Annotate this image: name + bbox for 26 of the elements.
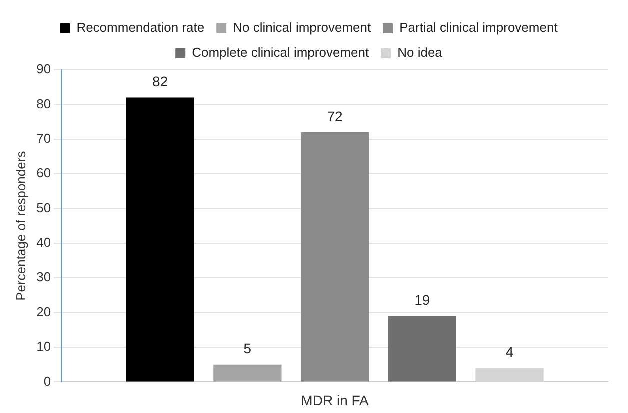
data-label: 4 <box>506 344 514 360</box>
y-tick-label: 40 <box>36 235 52 250</box>
legend-label: No clinical improvement <box>233 20 372 36</box>
bar <box>300 132 370 382</box>
y-axis-title: Percentage of responders <box>13 150 28 301</box>
y-tick-label: 20 <box>36 304 52 320</box>
data-label: 19 <box>414 292 430 308</box>
x-tick-label: MDR in FA <box>301 392 370 408</box>
y-tick-label: 80 <box>36 96 52 112</box>
bar <box>126 98 194 382</box>
legend-label: Recommendation rate <box>76 20 205 36</box>
y-tick-label: 10 <box>36 339 52 354</box>
bar <box>214 364 282 382</box>
y-tick-label: 70 <box>36 130 52 146</box>
legend-label: Complete clinical improvement <box>192 45 370 60</box>
y-tick-label: 90 <box>36 62 52 77</box>
data-label: 72 <box>327 108 344 124</box>
y-tick-label: 30 <box>36 270 52 285</box>
bar <box>388 316 456 382</box>
y-tick-label: 50 <box>36 200 52 216</box>
y-tick-label: 60 <box>36 166 52 181</box>
legend-label: No idea <box>398 45 444 60</box>
data-label: 5 <box>244 340 252 357</box>
y-tick-label: 0 <box>44 374 52 389</box>
data-label: 82 <box>152 74 168 90</box>
legend-label: Partial clinical improvement <box>400 20 558 36</box>
